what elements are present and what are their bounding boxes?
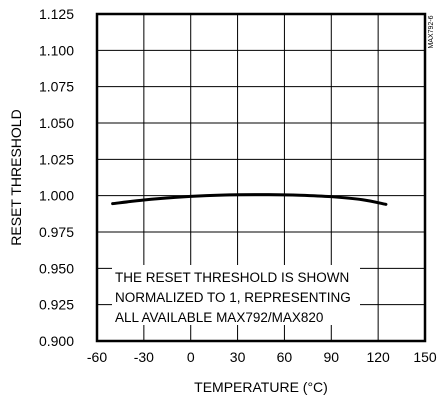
x-tick-label: 60: [277, 349, 293, 365]
y-tick-label: 0.925: [39, 297, 74, 313]
note-box: [112, 265, 360, 325]
y-tick-label: 1.125: [39, 6, 74, 22]
series-line: [111, 193, 388, 206]
note-line-2: NORMALIZED TO 1, REPRESENTING: [115, 290, 351, 305]
y-tick-label: 1.100: [39, 42, 74, 58]
x-tick-labels: -60 -30 0 30 60 90 120 150: [87, 349, 437, 365]
x-tick-label: 150: [413, 349, 437, 365]
series-layer: [111, 193, 388, 206]
plot-frame: [95, 12, 427, 343]
figure-code: MAX792-6: [428, 15, 435, 48]
x-tick-label: -60: [87, 349, 107, 365]
y-tick-label: 0.900: [39, 333, 74, 349]
y-tick-label: 1.000: [39, 188, 74, 204]
note: THE RESET THRESHOLD IS SHOWN NORMALIZED …: [115, 270, 351, 325]
y-tick-label: 1.075: [39, 79, 74, 95]
y-tick-labels: 1.125 1.100 1.075 1.050 1.025 1.000 0.975 0.950…: [39, 6, 74, 349]
y-axis-title: RESET THRESHOLD: [8, 109, 24, 245]
x-tick-label: 0: [187, 349, 195, 365]
x-tick-label: 30: [230, 349, 246, 365]
x-axis-title: TEMPERATURE (°C): [194, 379, 328, 395]
x-tick-label: -30: [134, 349, 154, 365]
note-line-3: ALL AVAILABLE MAX792/MAX820: [115, 310, 323, 325]
x-tick-label: 90: [323, 349, 339, 365]
y-tick-label: 1.025: [39, 151, 74, 167]
note-line-1: THE RESET THRESHOLD IS SHOWN: [115, 270, 349, 285]
x-tick-label: 120: [366, 349, 390, 365]
y-tick-label: 0.950: [39, 260, 74, 276]
y-tick-label: 0.975: [39, 224, 74, 240]
y-tick-label: 1.050: [39, 115, 74, 131]
